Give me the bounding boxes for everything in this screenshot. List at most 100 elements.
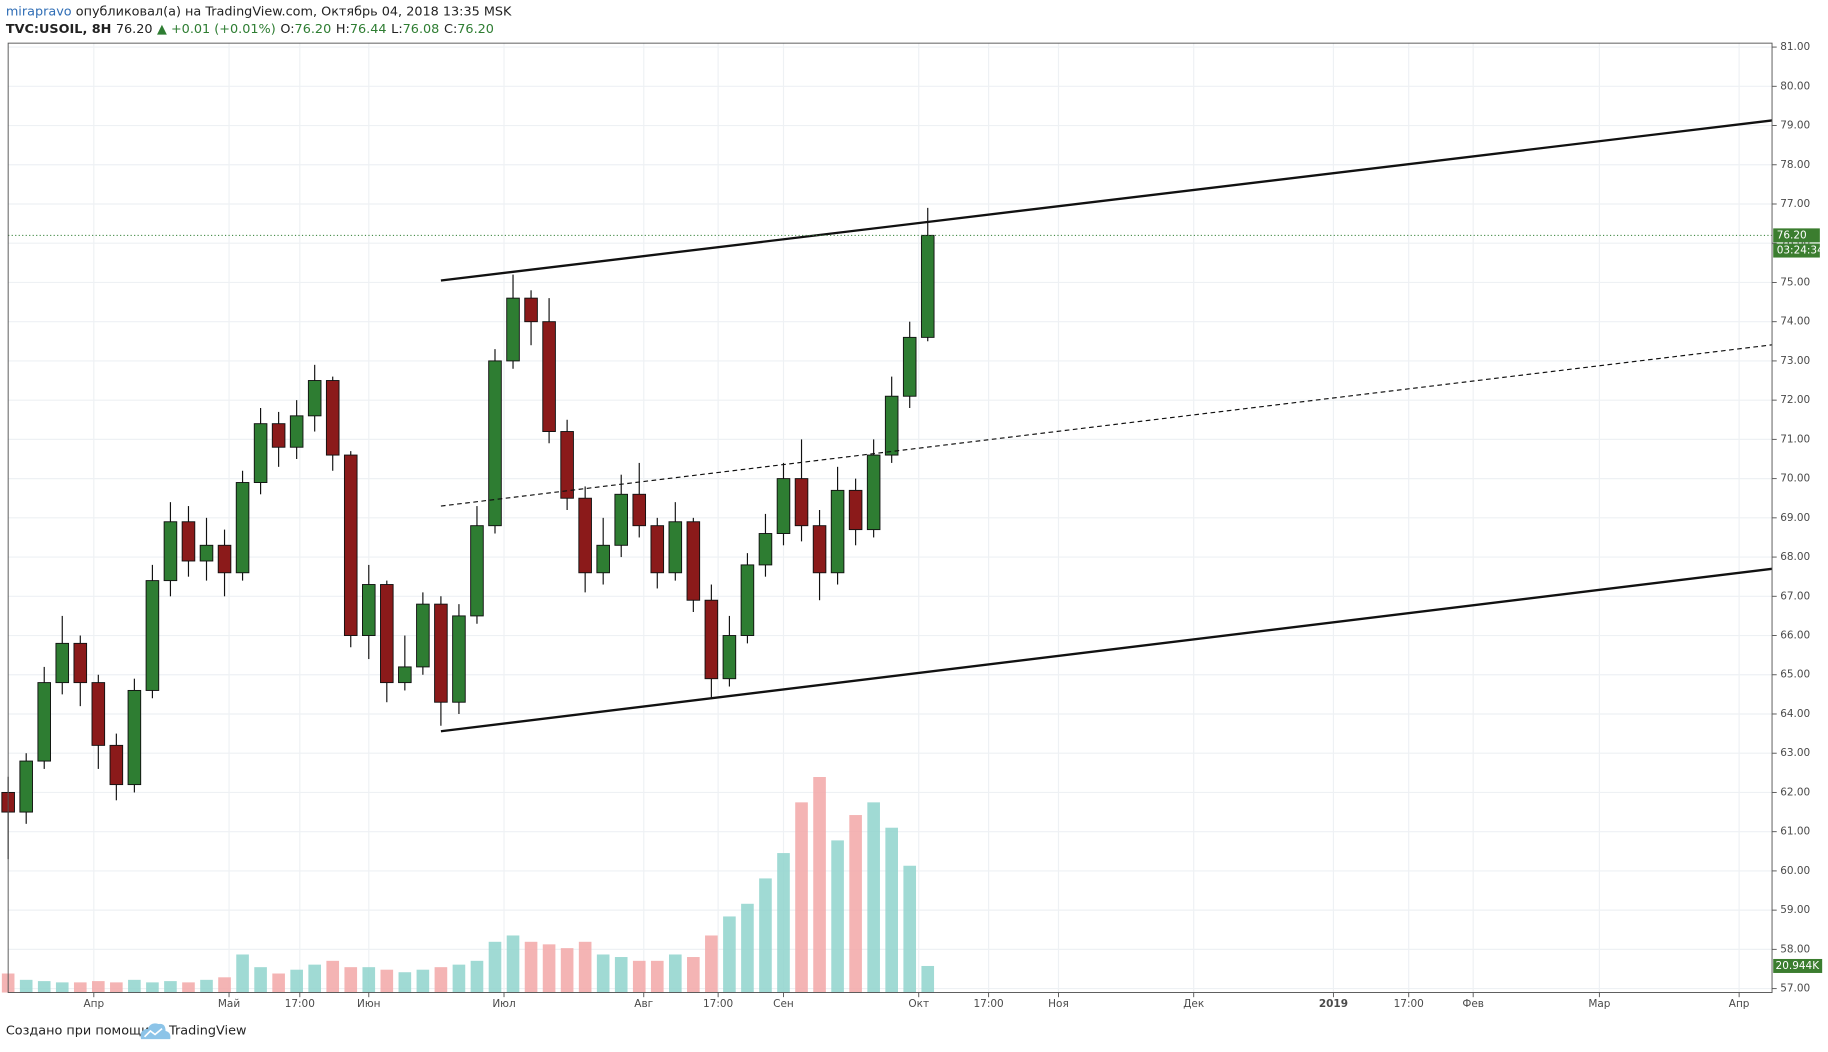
volume-bar [272,973,285,993]
volume-bar [290,969,303,993]
candle-body [830,489,845,574]
footer-brand: TradingView [168,1024,246,1039]
candle-body [19,760,33,813]
last-price-box [1773,228,1820,243]
volume-bar [705,935,718,993]
y-tick-label: 64.00 [1780,708,1810,720]
ohlc-value: 76.20 [295,22,332,37]
y-tick-label: 65.00 [1780,669,1810,681]
trendline [440,119,1773,282]
volume-bar [164,981,177,993]
candle-body [452,615,466,703]
candle-body [163,521,178,582]
candle-body [217,544,232,574]
candle-body [740,564,755,636]
candle-body [307,380,322,417]
y-tick-label: 68.00 [1780,551,1810,563]
volume-bar [867,802,880,993]
y-tick-label: 67.00 [1780,590,1810,602]
volume-bar [687,957,700,993]
candle-body [416,603,430,668]
published: опубликовал(а) на TradingView.com, Октяб… [76,4,512,19]
volume-bar [55,982,69,993]
volume-pane [1,777,935,993]
y-tick-label: 80.00 [1780,80,1810,92]
x-tick-label: 17:00 [285,998,315,1010]
volume-bar [110,982,123,993]
y-tick-label: 57.00 [1780,983,1810,995]
volume-bar [416,969,430,993]
volume-bar [362,967,376,993]
symbol: TVC:USOIL, 8H [6,22,112,37]
volume-bar [182,982,195,993]
volume-bar [452,964,466,993]
candle-body [253,423,268,483]
candle-body [722,635,737,680]
plot [1,119,1773,860]
volume-bar [380,969,394,993]
author: mirapravo [6,4,72,19]
x-tick-label: 17:00 [703,998,733,1010]
y-tick-label: 70.00 [1780,473,1810,485]
x-tick-label: Мар [1588,998,1610,1010]
candle-body [668,521,683,574]
candle-body [470,525,484,617]
ohlc: O:76.20 H:76.44 L:76.08 C:76.20 [280,22,494,37]
volume-bar [254,967,267,993]
ohlc-value: 76.44 [350,22,387,37]
candle-body [362,584,376,636]
candle-body [181,521,196,562]
volume-bar [921,965,935,993]
trendline [440,344,1773,507]
x-tick-label: Апр [1729,998,1750,1010]
volume-bar [614,957,628,993]
volume-bar [236,954,249,993]
candle-body [380,584,394,684]
y-tick-label: 66.00 [1780,630,1810,642]
y-tick-label: 81.00 [1780,41,1810,53]
header-line: mirapravo опубликовал(а) на TradingView.… [6,4,512,19]
candle-body [434,603,448,703]
ohlc-value: 76.20 [457,22,494,37]
candle-body [127,689,142,786]
candle-body [398,666,412,684]
candle-body [704,599,719,680]
candle-body [524,297,538,323]
volume-bar [488,941,502,993]
candle-body [578,497,592,574]
volume-bar [218,977,231,993]
x-tick-label: Май [218,998,240,1010]
countdown-box [1773,243,1820,258]
y-tick-label: 73.00 [1780,355,1810,367]
symbol-line: TVC:USOIL, 8H 76.20 ▲ +0.01 (+0.01%) O:76… [6,22,494,37]
y-tick-label: 72.00 [1780,394,1810,406]
volume-bar [578,941,592,993]
volume-bar [146,982,159,993]
volume-bar [73,982,87,993]
candle-body [812,525,827,574]
candle-body [343,454,358,636]
candle-body [506,297,520,362]
candle-body [848,489,863,531]
y-tick-label: 78.00 [1780,159,1810,171]
y-tick-label: 74.00 [1780,316,1810,328]
volume-bar [19,979,33,993]
candle-body [632,493,647,527]
volume-bar [542,944,556,993]
y-tick-label: 77.00 [1780,198,1810,210]
volume-bar [813,777,826,993]
candle-body [235,482,250,574]
candle-body [596,544,610,574]
candle-body [289,415,304,448]
x-tick-label: Авг [634,998,653,1010]
volume-bar [723,916,736,993]
volume-bar [92,981,105,993]
candle-body [542,321,556,432]
y-tick-label: 71.00 [1780,433,1810,445]
last-price-label: 76.20 [1777,229,1807,241]
volume-bar [741,903,754,993]
x-tick-label: 17:00 [973,998,1003,1010]
candle-body [109,744,124,786]
tradingview-logo [140,1023,171,1040]
